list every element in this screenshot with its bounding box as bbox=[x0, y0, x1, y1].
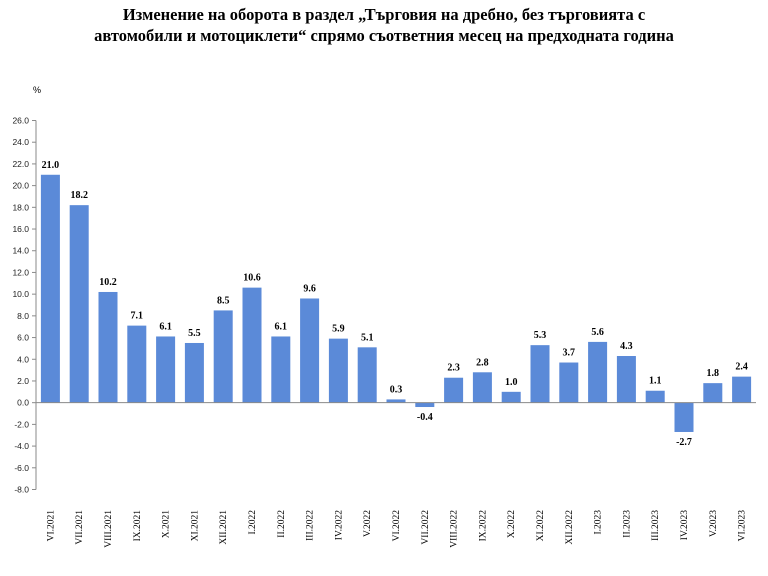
data-label: 7.1 bbox=[131, 311, 144, 322]
data-label: -2.7 bbox=[676, 437, 692, 448]
x-tick-label: IX.2021 bbox=[133, 510, 143, 542]
y-tick-label: 12.0 bbox=[12, 267, 29, 277]
y-tick-label: 26.0 bbox=[12, 116, 29, 126]
y-tick-label: 6.0 bbox=[17, 333, 29, 343]
x-tick-label: XI.2022 bbox=[536, 510, 546, 542]
data-label: 10.2 bbox=[99, 277, 117, 288]
bar bbox=[415, 402, 435, 408]
x-tick-label: XII.2022 bbox=[565, 510, 575, 545]
data-label: 2.4 bbox=[735, 362, 748, 373]
x-tick-label: VI.2023 bbox=[738, 510, 748, 542]
y-tick-label: 4.0 bbox=[17, 354, 29, 364]
y-tick-label: 10.0 bbox=[12, 289, 29, 299]
bar bbox=[40, 174, 60, 403]
x-tick-label: XI.2021 bbox=[190, 510, 200, 542]
data-label: 6.1 bbox=[159, 321, 172, 332]
y-tick-label: 2.0 bbox=[17, 376, 29, 386]
data-label: -0.4 bbox=[417, 412, 433, 423]
data-label: 1.8 bbox=[707, 368, 720, 379]
x-tick-label: IV.2023 bbox=[680, 510, 690, 540]
bar bbox=[300, 298, 320, 403]
bar bbox=[98, 291, 118, 403]
bar bbox=[645, 390, 665, 403]
chart-title-line-1: Изменение на оборота в раздел „Търговия … bbox=[122, 5, 646, 24]
x-tick-label: II.2023 bbox=[622, 510, 632, 538]
bar bbox=[674, 402, 694, 432]
bar bbox=[530, 345, 550, 403]
bar bbox=[127, 325, 147, 403]
x-tick-label: VIII.2022 bbox=[450, 510, 460, 548]
data-label: 5.9 bbox=[332, 324, 345, 335]
y-axis-unit-label: % bbox=[33, 85, 41, 95]
x-tick-label: XII.2021 bbox=[219, 510, 229, 545]
y-tick-label: 18.0 bbox=[12, 202, 29, 212]
x-tick-label: IX.2022 bbox=[478, 510, 488, 542]
data-label: 6.1 bbox=[275, 321, 288, 332]
x-tick-label: V.2022 bbox=[363, 510, 373, 537]
bar bbox=[184, 342, 204, 403]
x-tick-label: I.2022 bbox=[248, 510, 258, 535]
y-tick-label: 8.0 bbox=[17, 311, 29, 321]
x-tick-label: III.2023 bbox=[651, 510, 661, 541]
bar bbox=[501, 391, 521, 403]
data-label: 3.7 bbox=[563, 348, 576, 359]
bar bbox=[156, 336, 176, 403]
y-tick-label: 22.0 bbox=[12, 159, 29, 169]
data-label: 5.5 bbox=[188, 328, 201, 339]
chart-title: Изменение на оборота в раздел „Търговия … bbox=[0, 4, 768, 46]
bar bbox=[271, 336, 291, 403]
x-tick-label: X.2022 bbox=[507, 510, 517, 538]
data-label: 0.3 bbox=[390, 384, 403, 395]
x-tick-label: I.2023 bbox=[594, 510, 604, 535]
y-tick-label: -2.0 bbox=[14, 419, 29, 429]
bar bbox=[69, 205, 89, 403]
bar bbox=[242, 287, 262, 403]
x-tick-label: VII.2021 bbox=[75, 510, 85, 545]
y-tick-label: 16.0 bbox=[12, 224, 29, 234]
bar bbox=[732, 376, 752, 403]
data-label: 5.1 bbox=[361, 332, 374, 343]
bar bbox=[616, 356, 636, 403]
x-tick-label: VI.2022 bbox=[392, 510, 402, 542]
y-tick-label: 20.0 bbox=[12, 181, 29, 191]
x-tick-label: IV.2022 bbox=[334, 510, 344, 540]
data-label: 8.5 bbox=[217, 295, 230, 306]
x-tick-label: V.2023 bbox=[709, 510, 719, 537]
data-label: 4.3 bbox=[620, 341, 633, 352]
x-tick-label: II.2022 bbox=[277, 510, 287, 538]
bar bbox=[444, 377, 464, 403]
bar bbox=[588, 341, 608, 403]
bar bbox=[386, 399, 406, 403]
y-tick-label: 24.0 bbox=[12, 137, 29, 147]
y-tick-label: 14.0 bbox=[12, 246, 29, 256]
data-label: 10.6 bbox=[243, 273, 261, 284]
y-tick-label: -6.0 bbox=[14, 463, 29, 473]
x-tick-label: VI.2021 bbox=[46, 510, 56, 542]
bar bbox=[703, 383, 723, 403]
y-tick-label: -4.0 bbox=[14, 441, 29, 451]
data-label: 18.2 bbox=[70, 190, 88, 201]
data-label: 1.1 bbox=[649, 376, 662, 387]
y-tick-label: 0.0 bbox=[17, 398, 29, 408]
data-label: 21.0 bbox=[42, 160, 60, 171]
bar bbox=[213, 310, 233, 403]
x-tick-label: VII.2022 bbox=[421, 510, 431, 545]
x-tick-label: VIII.2021 bbox=[104, 510, 114, 548]
data-label: 2.3 bbox=[447, 363, 460, 374]
data-label: 1.0 bbox=[505, 377, 518, 388]
data-label: 9.6 bbox=[303, 283, 316, 294]
x-tick-label: III.2022 bbox=[306, 510, 316, 541]
chart-title-line-2: автомобили и мотоциклети“ спрямо съответ… bbox=[94, 26, 674, 45]
data-label: 5.3 bbox=[534, 330, 547, 341]
bar bbox=[357, 347, 377, 403]
bar bbox=[559, 362, 579, 403]
data-label: 5.6 bbox=[591, 327, 604, 338]
data-label: 2.8 bbox=[476, 357, 489, 368]
bar bbox=[472, 372, 492, 403]
x-tick-label: X.2021 bbox=[162, 510, 172, 538]
bar bbox=[328, 338, 348, 403]
y-tick-label: -8.0 bbox=[14, 485, 29, 495]
